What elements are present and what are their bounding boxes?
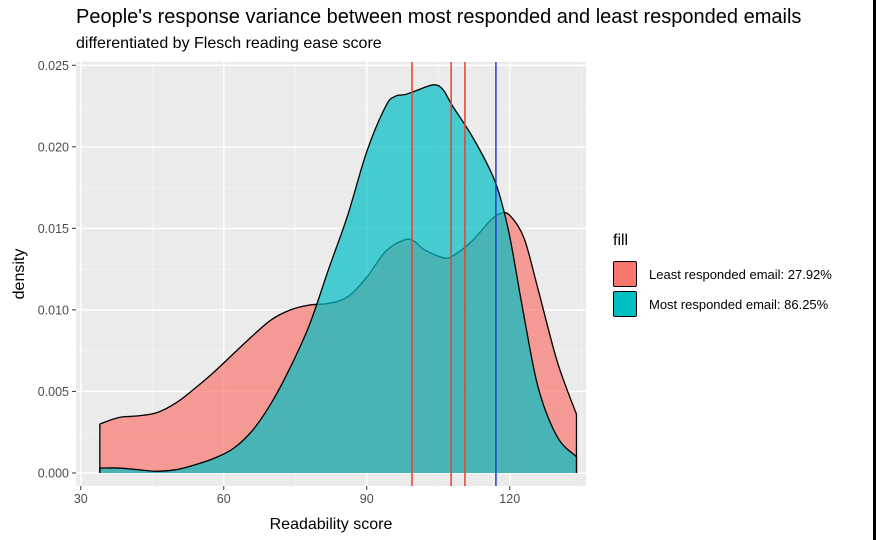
y-tick-label: 0.025 xyxy=(38,59,69,73)
x-axis-label: Readability score xyxy=(270,516,393,533)
density-outline-most xyxy=(99,84,577,472)
y-tick-label: 0.015 xyxy=(38,222,69,236)
y-tick-label: 0.000 xyxy=(38,466,69,480)
x-tick-label: 30 xyxy=(74,492,88,506)
y-tick-label: 0.020 xyxy=(38,140,69,154)
density-area-most xyxy=(99,84,577,473)
x-tick-label: 60 xyxy=(217,492,231,506)
y-axis-label: density xyxy=(11,249,28,300)
legend-label-least: Least responded email: 27.92% xyxy=(649,266,832,282)
x-tick-label: 120 xyxy=(499,492,520,506)
legend-item-most: Most responded email: 86.25% xyxy=(613,289,828,319)
chart-subtitle: differentiated by Flesch reading ease sc… xyxy=(76,35,382,52)
legend-key-least xyxy=(613,261,637,287)
chart-title: People's response variance between most … xyxy=(76,6,802,28)
y-tick-label: 0.010 xyxy=(38,303,69,317)
legend-title: fill xyxy=(613,232,629,249)
legend-label-most: Most responded email: 86.25% xyxy=(649,296,829,312)
legend-item-least: Least responded email: 27.92% xyxy=(613,259,832,289)
y-tick-label: 0.005 xyxy=(38,385,69,399)
image-border xyxy=(873,0,876,540)
legend-key-most xyxy=(613,291,637,317)
x-tick-label: 90 xyxy=(360,492,374,506)
